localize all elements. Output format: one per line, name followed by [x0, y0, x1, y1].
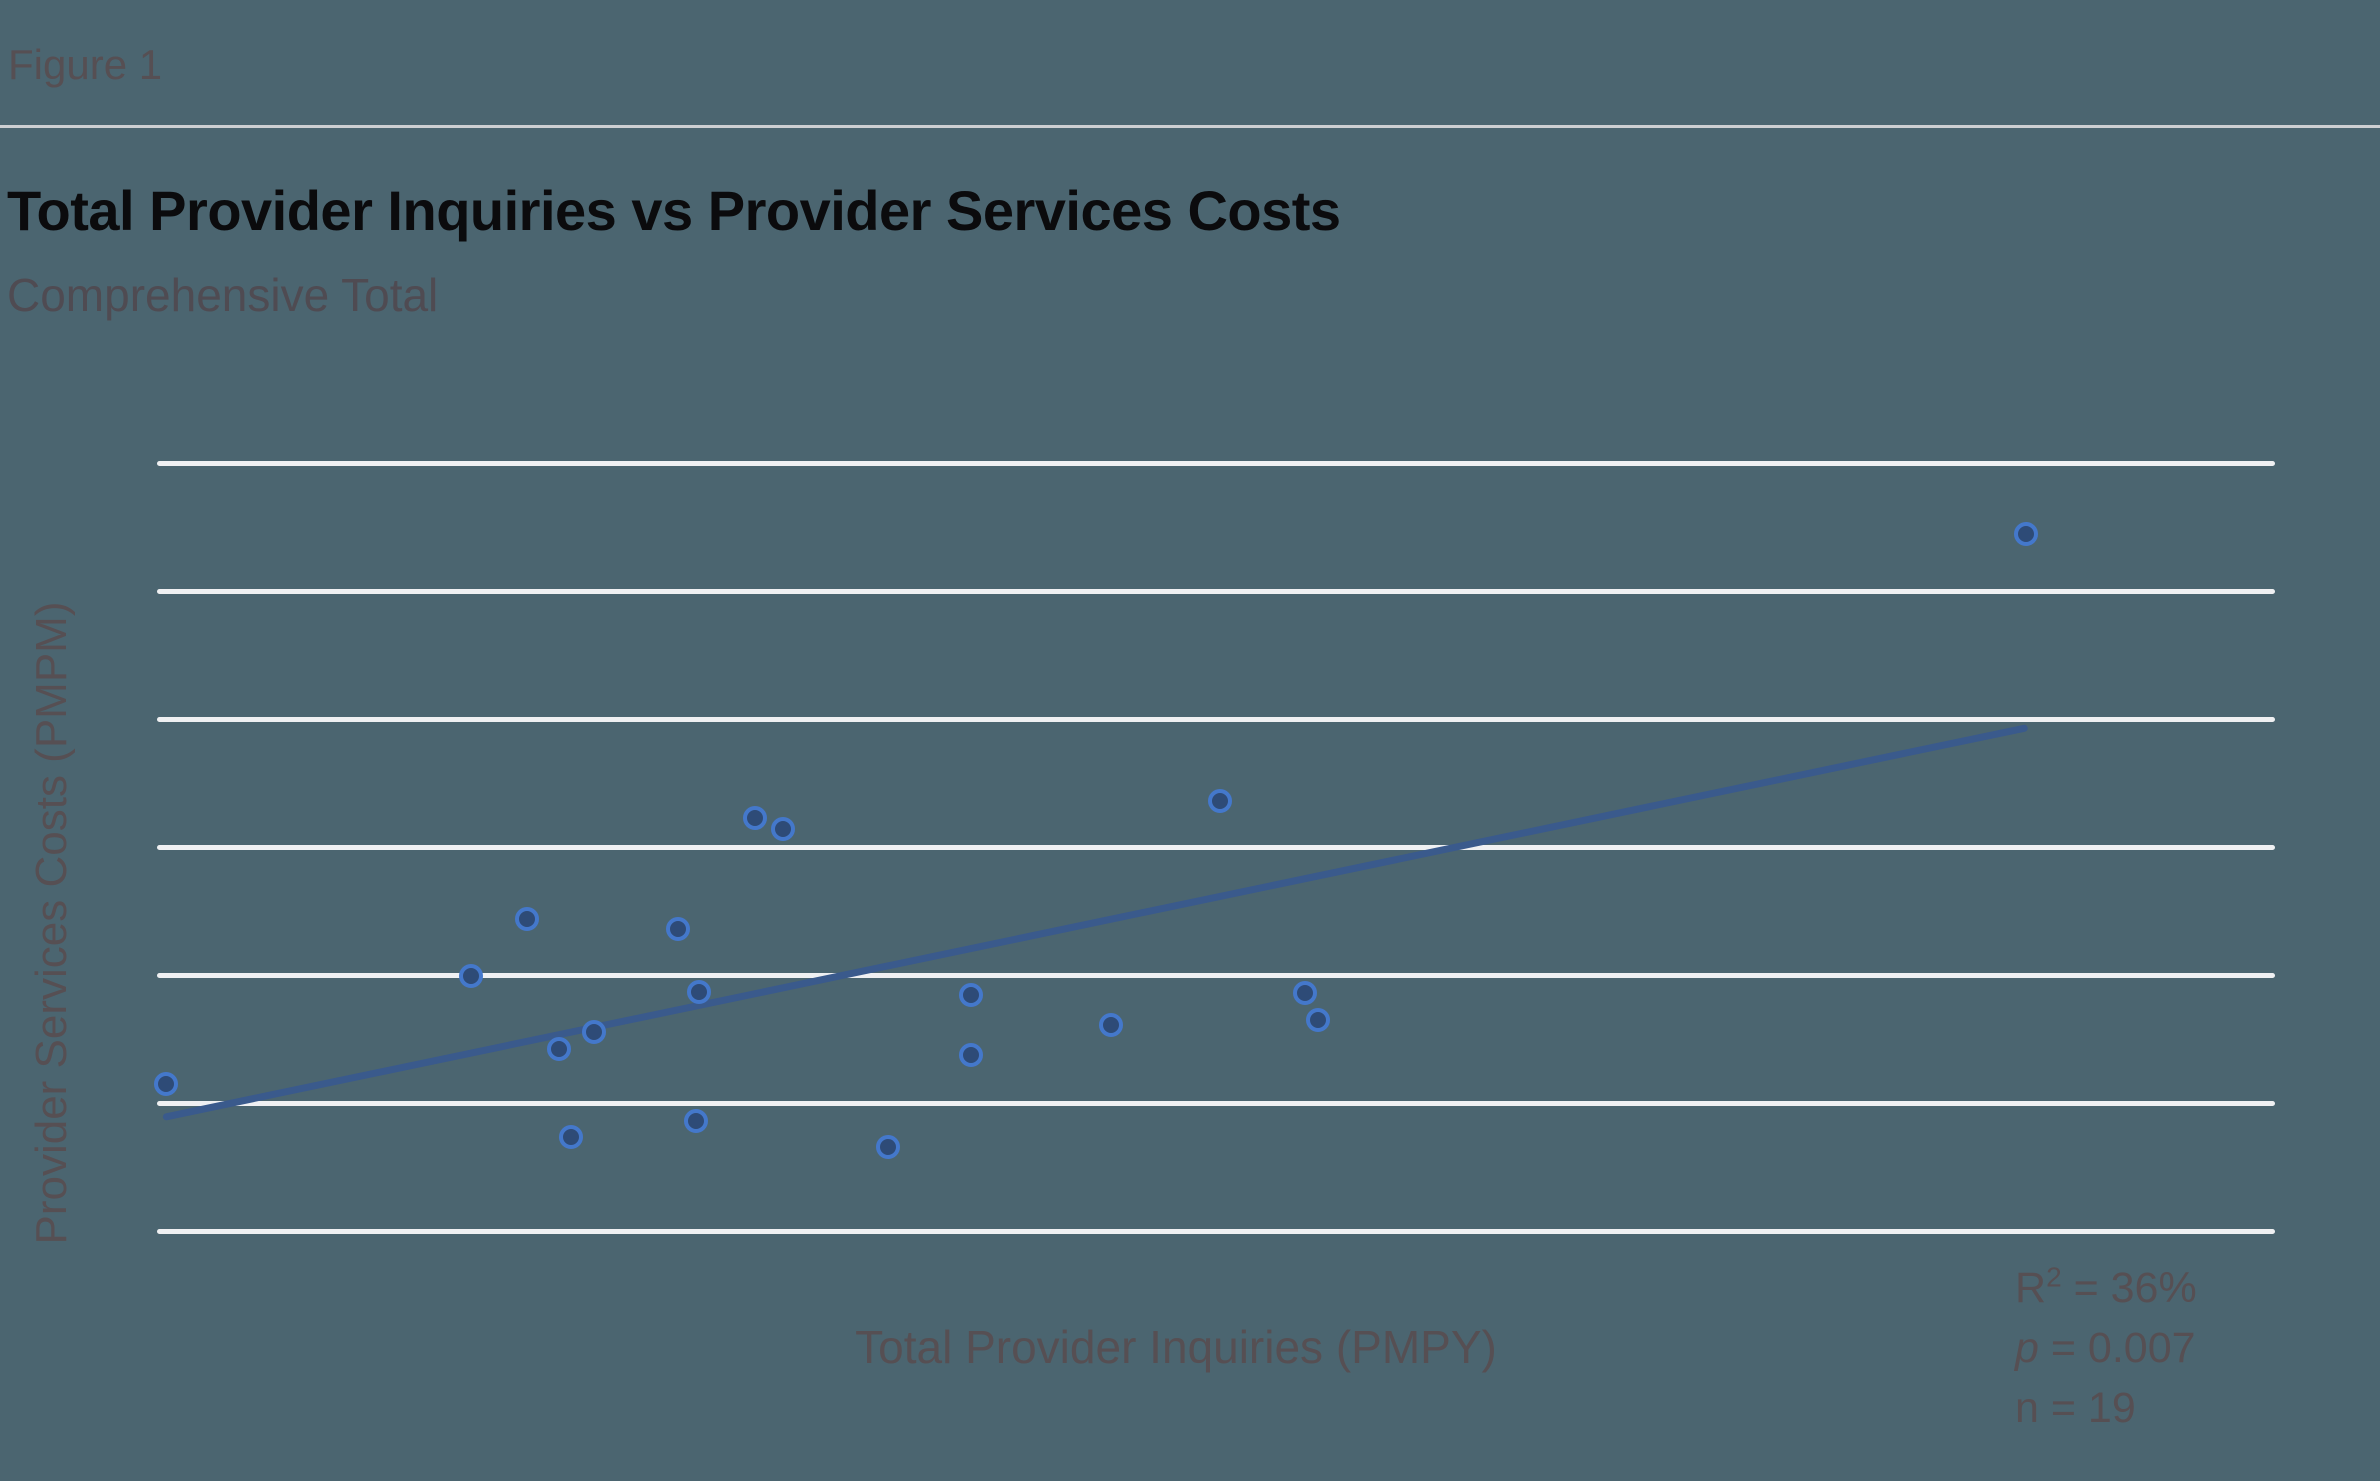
chart-subtitle: Comprehensive Total — [7, 269, 439, 321]
gridline — [157, 844, 2275, 850]
gridline — [157, 588, 2275, 594]
y-axis-label: Provider Services Costs (PMPM) — [27, 601, 76, 1245]
scatter-point — [1306, 1008, 1330, 1032]
scatter-point — [1293, 981, 1317, 1005]
scatter-point — [459, 964, 483, 988]
scatter-point — [547, 1037, 571, 1061]
scatter-point — [959, 983, 983, 1007]
gridline — [157, 460, 2275, 466]
stats-block: R2 = 36% p = 0.007 n = 19 — [2015, 1258, 2197, 1438]
stat-n: n = 19 — [2015, 1384, 2136, 1432]
gridline — [157, 716, 2275, 722]
scatter-point — [515, 907, 539, 931]
gridline — [157, 1228, 2275, 1234]
gridline — [157, 972, 2275, 978]
scatter-point — [1099, 1013, 1123, 1037]
scatter-point — [771, 817, 795, 841]
scatter-point — [1208, 789, 1232, 813]
scatter-point — [154, 1072, 178, 1096]
x-axis-label: Total Provider Inquiries (PMPY) — [855, 1321, 1497, 1373]
scatter-point — [2014, 522, 2038, 546]
scatter-point — [876, 1135, 900, 1159]
scatter-point — [743, 806, 767, 830]
scatter-point — [666, 917, 690, 941]
scatter-point — [559, 1125, 583, 1149]
scatter-point — [582, 1020, 606, 1044]
scatter-point — [684, 1109, 708, 1133]
figure-label: Figure 1 — [8, 41, 163, 88]
scatter-point — [959, 1043, 983, 1067]
chart-title: Total Provider Inquiries vs Provider Ser… — [7, 179, 1341, 242]
gridline — [157, 1100, 2275, 1106]
stat-r-squared: R2 = 36% — [2015, 1261, 2197, 1312]
r-squared-superscript: 2 — [2046, 1261, 2062, 1293]
stat-p-value: p = 0.007 — [2015, 1324, 2196, 1372]
trend-line — [162, 723, 2029, 1121]
scatter-point — [687, 980, 711, 1004]
header-divider — [0, 125, 2380, 128]
